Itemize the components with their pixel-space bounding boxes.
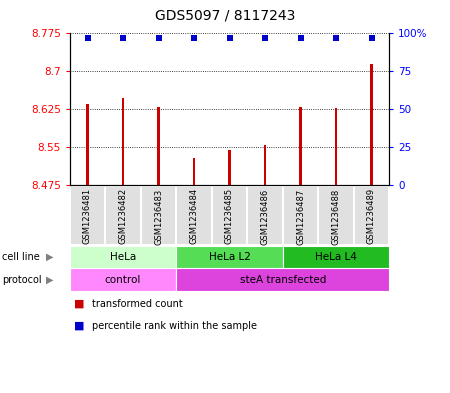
Text: transformed count: transformed count (92, 299, 183, 309)
Bar (213, 187, 246, 244)
Text: GSM1236481: GSM1236481 (83, 188, 92, 244)
Text: ▶: ▶ (46, 252, 54, 262)
Bar (193, 158, 195, 185)
Text: steA transfected: steA transfected (239, 275, 326, 285)
Bar (142, 187, 175, 244)
Text: HeLa L4: HeLa L4 (315, 252, 357, 262)
Bar (248, 187, 282, 244)
Bar (176, 268, 389, 291)
Bar (176, 246, 283, 268)
Text: GSM1236483: GSM1236483 (154, 188, 163, 244)
Bar (335, 108, 337, 185)
Bar (284, 187, 317, 244)
Text: GDS5097 / 8117243: GDS5097 / 8117243 (155, 9, 295, 23)
Bar (106, 187, 140, 244)
Bar (177, 187, 211, 244)
Text: cell line: cell line (2, 252, 40, 262)
Bar (70, 246, 176, 268)
Text: percentile rank within the sample: percentile rank within the sample (92, 321, 257, 331)
Text: GSM1236489: GSM1236489 (367, 188, 376, 244)
Text: GSM1236482: GSM1236482 (118, 188, 127, 244)
Text: GSM1236486: GSM1236486 (261, 188, 270, 244)
Bar (71, 187, 104, 244)
Text: HeLa: HeLa (110, 252, 136, 262)
Bar (228, 150, 231, 185)
Bar (70, 268, 176, 291)
Bar (86, 104, 89, 185)
Bar (283, 246, 389, 268)
Bar (355, 187, 388, 244)
Text: HeLa L2: HeLa L2 (208, 252, 251, 262)
Text: protocol: protocol (2, 275, 42, 285)
Text: ▶: ▶ (46, 275, 54, 285)
Text: GSM1236488: GSM1236488 (332, 188, 341, 244)
Text: ■: ■ (74, 299, 85, 309)
Text: GSM1236487: GSM1236487 (296, 188, 305, 244)
Text: GSM1236484: GSM1236484 (189, 188, 198, 244)
Bar (370, 64, 373, 185)
Bar (157, 107, 160, 185)
Bar (264, 145, 266, 185)
Text: control: control (105, 275, 141, 285)
Bar (320, 187, 353, 244)
Text: GSM1236485: GSM1236485 (225, 188, 234, 244)
Bar (122, 98, 124, 185)
Bar (299, 107, 302, 185)
Text: ■: ■ (74, 321, 85, 331)
